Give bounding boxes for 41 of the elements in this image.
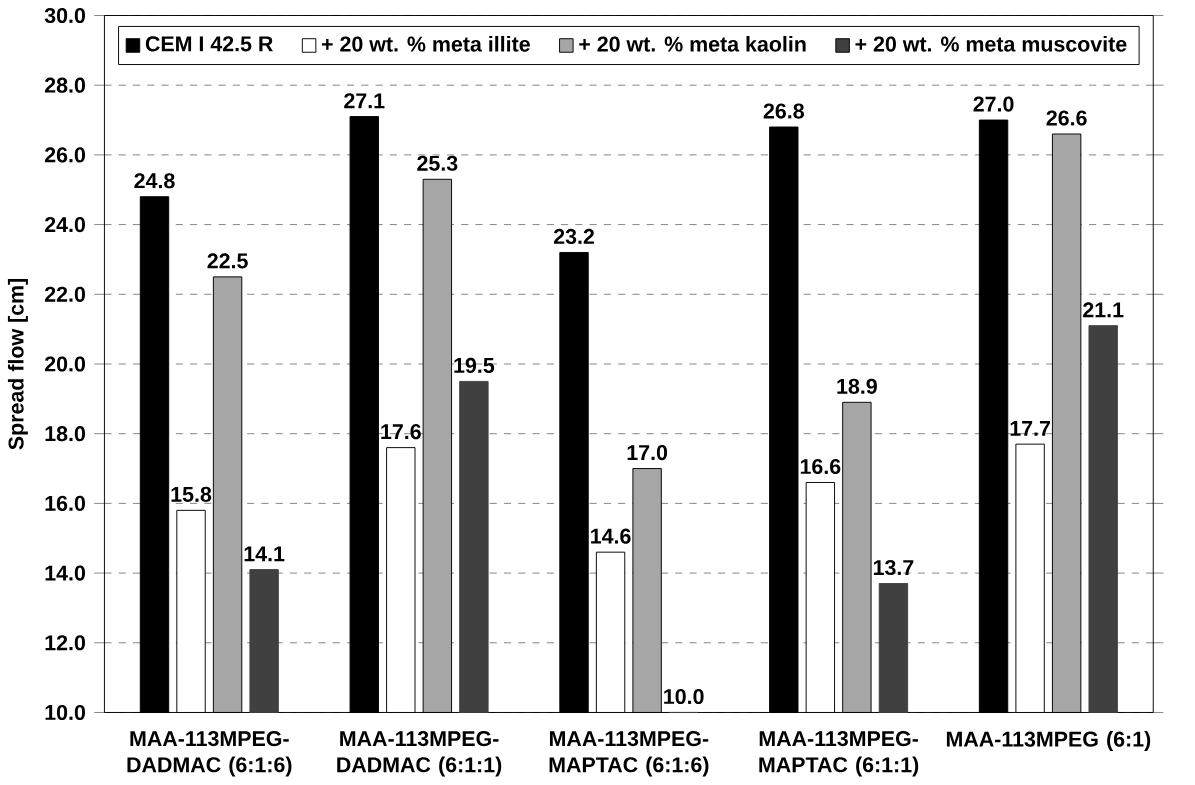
- data-label: 25.3: [417, 155, 458, 172]
- y-tick-label: 20.0: [44, 356, 85, 372]
- data-label: 21.1: [1083, 302, 1124, 318]
- data-label: 26.6: [1046, 110, 1087, 126]
- legend-label: + 20 wt. % meta kaolin: [579, 36, 806, 52]
- y-axis-title: Spread flow [cm]: [7, 279, 28, 450]
- data-label: 14.6: [591, 528, 631, 545]
- legend-label: + 20 wt. % meta muscovite: [855, 36, 1127, 52]
- data-label: 16.6: [800, 459, 841, 475]
- legend-label: + 20 wt. % meta illite: [321, 36, 530, 52]
- data-label: 17.6: [381, 424, 421, 440]
- data-label: 26.8: [763, 103, 804, 119]
- data-label: 24.8: [134, 173, 175, 189]
- data-label: 18.9: [837, 379, 877, 395]
- x-tick-label: MAA-113MPEG (6:1): [946, 731, 1151, 752]
- data-label: 27.0: [973, 96, 1014, 112]
- data-label: 27.1: [344, 93, 385, 109]
- x-tick-label: MAA-113MPEG-MAPTAC (6:1:1): [759, 731, 919, 777]
- data-label: 19.5: [454, 358, 495, 374]
- y-tick-label: 18.0: [45, 426, 85, 442]
- y-tick-label: 30.0: [44, 8, 85, 24]
- x-tick-label: MAA-113MPEG-DADMAC (6:1:1): [337, 731, 502, 777]
- x-tick-label: MAA-113MPEG-DADMAC (6:1:6): [127, 731, 292, 777]
- data-label: 10.0: [664, 689, 704, 705]
- data-label: 15.8: [171, 487, 212, 503]
- y-tick-label: 22.0: [44, 286, 85, 303]
- y-tick-label: 14.0: [45, 565, 85, 581]
- data-label: 14.1: [244, 546, 285, 562]
- y-tick-label: 24.0: [44, 217, 85, 233]
- data-label: 17.0: [627, 445, 668, 461]
- y-tick-label: 10.0: [45, 705, 85, 721]
- data-label: 22.5: [207, 253, 248, 269]
- y-tick-label: 16.0: [45, 496, 85, 512]
- data-label: 17.7: [1010, 421, 1050, 436]
- y-tick-label: 12.0: [45, 635, 85, 651]
- y-tick-label: 26.0: [44, 147, 85, 163]
- legend-label: CEM I 42.5 R: [145, 36, 273, 52]
- data-label: 23.2: [553, 229, 594, 245]
- x-tick-label: MAA-113MPEG-MAPTAC (6:1:6): [549, 731, 709, 777]
- y-tick-label: 28.0: [44, 77, 85, 94]
- data-label: 13.7: [873, 560, 914, 576]
